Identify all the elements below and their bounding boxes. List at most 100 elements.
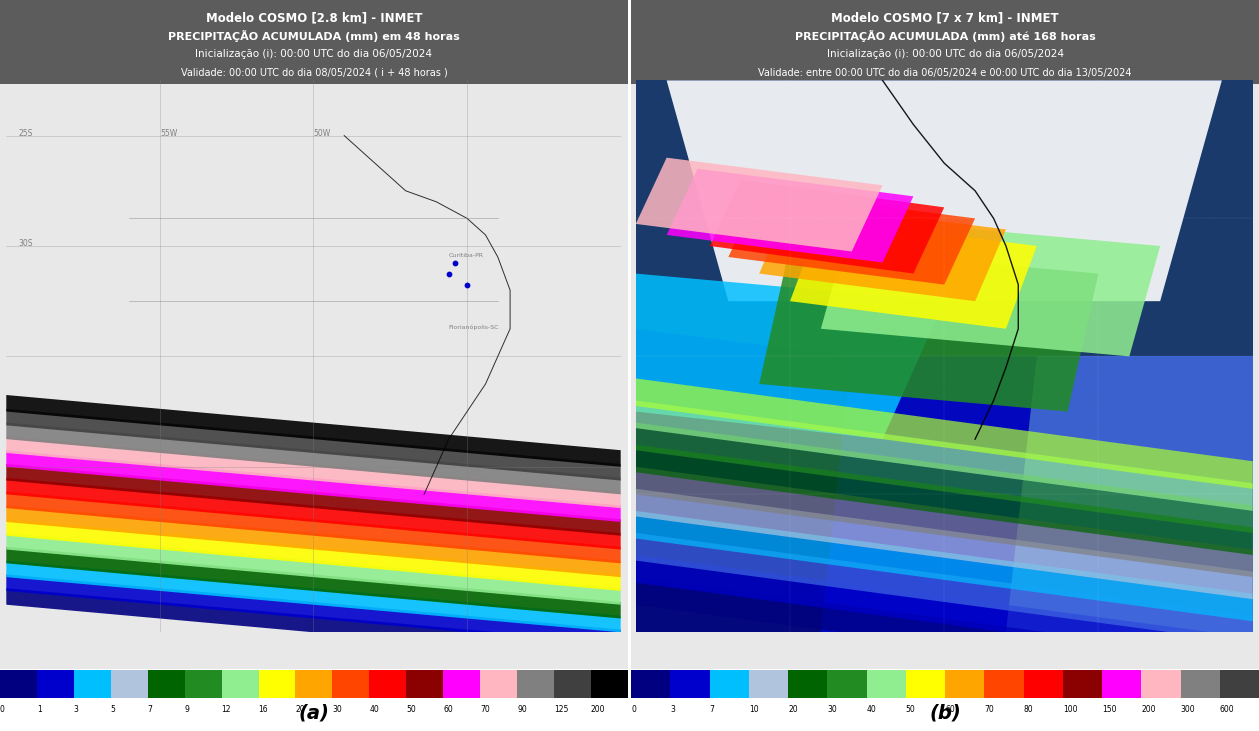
- FancyBboxPatch shape: [147, 670, 185, 698]
- Polygon shape: [667, 169, 913, 262]
- Polygon shape: [636, 444, 1253, 555]
- FancyBboxPatch shape: [74, 670, 111, 698]
- Text: 200: 200: [1141, 705, 1156, 714]
- FancyBboxPatch shape: [222, 670, 258, 698]
- Text: 1: 1: [37, 705, 42, 714]
- Text: Modelo COSMO [2.8 km] - INMET: Modelo COSMO [2.8 km] - INMET: [205, 11, 422, 24]
- Polygon shape: [636, 379, 1253, 489]
- Polygon shape: [636, 489, 1253, 599]
- Text: 25S: 25S: [19, 129, 33, 137]
- FancyBboxPatch shape: [0, 84, 628, 669]
- Text: 7: 7: [710, 705, 714, 714]
- Text: Inicialização (i): 00:00 UTC do dia 06/05/2024: Inicialização (i): 00:00 UTC do dia 06/0…: [827, 49, 1064, 59]
- Text: 600: 600: [1220, 705, 1234, 714]
- FancyBboxPatch shape: [631, 670, 670, 698]
- Polygon shape: [791, 219, 1036, 329]
- FancyBboxPatch shape: [407, 670, 443, 698]
- Polygon shape: [6, 588, 621, 660]
- Text: Curitiba-PR: Curitiba-PR: [448, 253, 483, 258]
- Text: 125: 125: [554, 705, 568, 714]
- FancyBboxPatch shape: [332, 670, 369, 698]
- Text: 10: 10: [749, 705, 758, 714]
- Text: Modelo COSMO [7 x 7 km] - INMET: Modelo COSMO [7 x 7 km] - INMET: [831, 11, 1059, 24]
- Text: PRECIPITAÇÃO ACUMULADA (mm) em 48 horas: PRECIPITAÇÃO ACUMULADA (mm) em 48 horas: [169, 30, 460, 42]
- Polygon shape: [1006, 357, 1253, 632]
- FancyBboxPatch shape: [1181, 670, 1220, 698]
- Polygon shape: [636, 80, 1253, 632]
- Polygon shape: [6, 436, 621, 508]
- FancyBboxPatch shape: [1102, 670, 1141, 698]
- FancyBboxPatch shape: [710, 670, 749, 698]
- Polygon shape: [6, 519, 621, 591]
- Polygon shape: [821, 357, 1036, 632]
- Text: 300: 300: [1181, 705, 1195, 714]
- Text: 90: 90: [517, 705, 526, 714]
- Text: 70: 70: [480, 705, 490, 714]
- Text: 50: 50: [407, 705, 415, 714]
- FancyBboxPatch shape: [1063, 670, 1102, 698]
- Polygon shape: [636, 329, 851, 632]
- Text: (a): (a): [298, 703, 330, 722]
- Text: 50W: 50W: [313, 129, 331, 137]
- FancyBboxPatch shape: [631, 0, 1259, 84]
- Text: 70: 70: [985, 705, 995, 714]
- FancyBboxPatch shape: [1024, 670, 1063, 698]
- Text: 60: 60: [443, 705, 453, 714]
- FancyBboxPatch shape: [37, 670, 74, 698]
- Polygon shape: [6, 547, 621, 618]
- Polygon shape: [636, 555, 1253, 665]
- Polygon shape: [6, 450, 621, 522]
- Point: [457, 279, 477, 290]
- Polygon shape: [759, 202, 1006, 301]
- Polygon shape: [6, 409, 621, 480]
- Point: [438, 268, 458, 279]
- FancyBboxPatch shape: [985, 670, 1024, 698]
- FancyBboxPatch shape: [1141, 670, 1181, 698]
- Polygon shape: [759, 246, 1098, 412]
- FancyBboxPatch shape: [827, 670, 866, 698]
- Text: (b): (b): [929, 703, 961, 722]
- FancyBboxPatch shape: [0, 670, 37, 698]
- Polygon shape: [636, 577, 1253, 687]
- FancyBboxPatch shape: [670, 670, 710, 698]
- FancyBboxPatch shape: [185, 670, 222, 698]
- FancyBboxPatch shape: [0, 0, 628, 84]
- Polygon shape: [636, 273, 944, 439]
- Text: 30S: 30S: [19, 239, 33, 248]
- Text: 150: 150: [1102, 705, 1117, 714]
- Polygon shape: [667, 80, 1221, 301]
- Polygon shape: [636, 533, 1253, 643]
- Polygon shape: [636, 511, 1253, 621]
- Point: [444, 257, 465, 268]
- Polygon shape: [728, 191, 974, 284]
- Polygon shape: [6, 423, 621, 494]
- FancyBboxPatch shape: [443, 670, 480, 698]
- FancyBboxPatch shape: [554, 670, 590, 698]
- Text: 7: 7: [147, 705, 152, 714]
- Text: 60: 60: [946, 705, 954, 714]
- Polygon shape: [636, 423, 1253, 533]
- FancyBboxPatch shape: [296, 670, 332, 698]
- Text: 50: 50: [905, 705, 915, 714]
- Text: 0: 0: [631, 705, 636, 714]
- Text: Inicialização (i): 00:00 UTC do dia 06/05/2024: Inicialização (i): 00:00 UTC do dia 06/0…: [195, 49, 432, 59]
- Text: Validade: 00:00 UTC do dia 08/05/2024 ( i + 48 horas ): Validade: 00:00 UTC do dia 08/05/2024 ( …: [180, 68, 447, 78]
- Text: 20: 20: [296, 705, 305, 714]
- Text: 55W: 55W: [160, 129, 178, 137]
- Text: 5: 5: [111, 705, 116, 714]
- Text: 3: 3: [74, 705, 79, 714]
- FancyBboxPatch shape: [946, 670, 985, 698]
- Text: Validade: entre 00:00 UTC do dia 06/05/2024 e 00:00 UTC do dia 13/05/2024: Validade: entre 00:00 UTC do dia 06/05/2…: [758, 68, 1132, 78]
- Text: PRECIPITAÇÃO ACUMULADA (mm) até 168 horas: PRECIPITAÇÃO ACUMULADA (mm) até 168 hora…: [794, 30, 1095, 42]
- Text: 3: 3: [670, 705, 675, 714]
- Text: 20: 20: [788, 705, 798, 714]
- FancyBboxPatch shape: [258, 670, 296, 698]
- Text: 30: 30: [827, 705, 837, 714]
- FancyBboxPatch shape: [905, 670, 946, 698]
- Text: 9: 9: [185, 705, 190, 714]
- Text: 40: 40: [866, 705, 876, 714]
- FancyBboxPatch shape: [480, 670, 517, 698]
- Text: 0: 0: [0, 705, 5, 714]
- Polygon shape: [6, 561, 621, 632]
- Polygon shape: [636, 158, 883, 251]
